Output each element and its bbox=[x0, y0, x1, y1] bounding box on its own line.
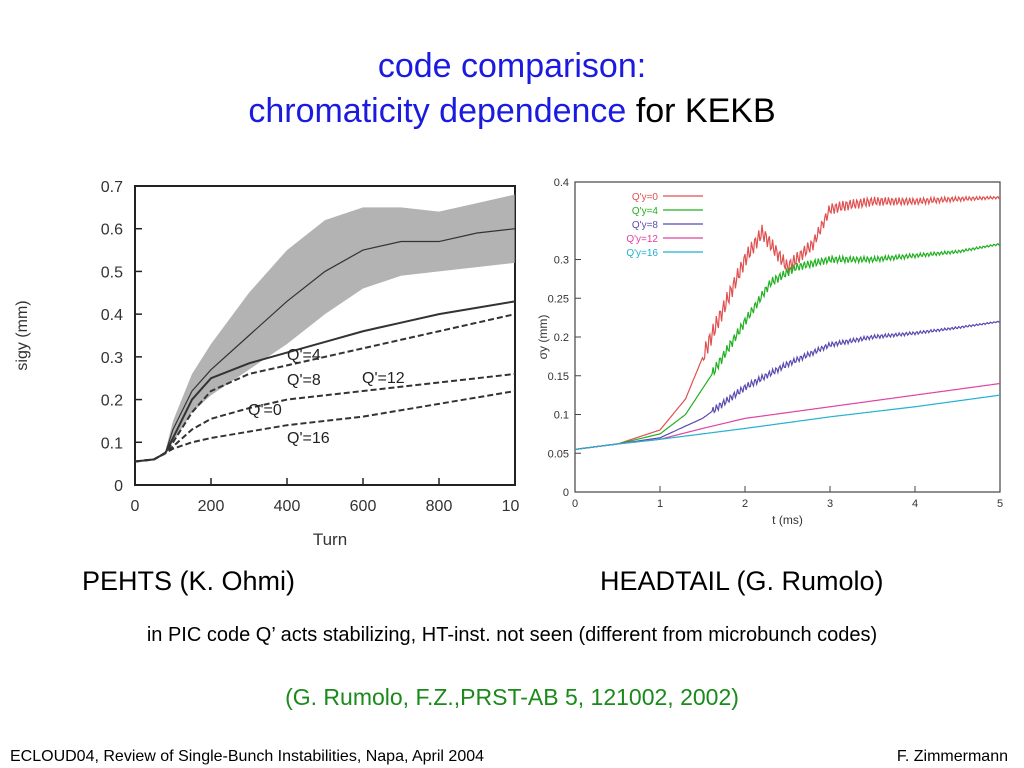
y-tick-label: 0 bbox=[114, 478, 123, 495]
legend-label: Q'y=8 bbox=[632, 220, 659, 231]
x-axis-label: t (ms) bbox=[772, 513, 803, 527]
footer-left: ECLOUD04, Review of Single-Bunch Instabi… bbox=[10, 748, 485, 765]
y-tick-label: 0.2 bbox=[101, 393, 123, 410]
x-tick-label: 1 bbox=[657, 498, 663, 510]
series-line bbox=[574, 394, 1001, 450]
x-tick-label: 400 bbox=[274, 498, 301, 515]
curve-label: Q'=0 bbox=[248, 402, 282, 419]
y-tick-label: 0.3 bbox=[101, 350, 123, 367]
y-tick-label: 0.15 bbox=[548, 371, 569, 383]
x-tick-label: 5 bbox=[997, 498, 1003, 510]
curve-label: Q'=12 bbox=[362, 370, 405, 387]
curve-label: Q'=8 bbox=[287, 372, 321, 389]
title-highlight: chromaticity dependence bbox=[248, 92, 627, 130]
x-tick-label: 4 bbox=[912, 498, 918, 510]
series-line bbox=[134, 372, 516, 463]
footer-right: F. Zimmermann bbox=[896, 748, 1008, 765]
pehts-chart: 0 0.1 0.2 0.3 0.4 0.5 0.6 0.7 0 200 400 600 800 100 Tu… bbox=[14, 179, 520, 549]
y-tick-label: 0.2 bbox=[554, 332, 569, 344]
x-tick-label: 3 bbox=[827, 498, 833, 510]
series-line bbox=[574, 194, 1001, 450]
legend-label: Q'y=0 bbox=[632, 192, 659, 203]
slide-title-line2: chromaticity dependence for KEKB bbox=[0, 89, 1024, 133]
comment-note: in PIC code Q’ acts stabilizing, HT-inst… bbox=[146, 624, 878, 646]
series-line bbox=[134, 390, 516, 463]
x-tick-label: 100 bbox=[502, 498, 520, 515]
curve-label: Q'=16 bbox=[287, 430, 330, 447]
x-tick-label: 0 bbox=[131, 498, 140, 515]
y-tick-label: 0.5 bbox=[101, 264, 123, 281]
caption-left: PEHTS (K. Ohmi) bbox=[82, 566, 296, 596]
legend-label: Q'y=12 bbox=[626, 234, 658, 245]
y-tick-label: 0 bbox=[563, 487, 569, 499]
series-line bbox=[574, 242, 1001, 450]
x-tick-label: 600 bbox=[350, 498, 377, 515]
headtail-chart: 0 0.05 0.1 0.15 0.2 0.25 0.3 0.4 0 1 2 3 4 5 t (ms) σy … bbox=[536, 177, 1003, 527]
curve-label: Q'=4 bbox=[287, 347, 321, 364]
caption-right: HEADTAIL (G. Rumolo) bbox=[600, 566, 884, 596]
y-tick-label: 0.7 bbox=[101, 179, 123, 196]
q0-oscillation-band bbox=[135, 194, 515, 462]
y-axis-label: σy (mm) bbox=[536, 315, 550, 360]
y-tick-label: 0.3 bbox=[554, 255, 569, 267]
x-tick-label: 0 bbox=[572, 498, 578, 510]
y-tick-label: 0.1 bbox=[101, 435, 123, 452]
series-line bbox=[134, 300, 516, 463]
citation: (G. Rumolo, F.Z.,PRST-AB 5, 121002, 2002… bbox=[285, 684, 739, 710]
x-axis-label: Turn bbox=[313, 530, 347, 549]
series-line bbox=[574, 320, 1001, 450]
y-tick-label: 0.05 bbox=[548, 448, 569, 460]
y-tick-label: 0.6 bbox=[101, 222, 123, 239]
y-tick-label: 0.25 bbox=[548, 293, 569, 305]
x-tick-label: 200 bbox=[198, 498, 225, 515]
slide-title-line1: code comparison: bbox=[377, 47, 647, 85]
legend-label: Q'y=16 bbox=[626, 248, 658, 259]
y-tick-label: 0.4 bbox=[101, 307, 123, 324]
x-tick-label: 800 bbox=[426, 498, 453, 515]
y-tick-label: 0.4 bbox=[554, 177, 569, 189]
x-tick-label: 2 bbox=[742, 498, 748, 510]
y-axis-label: sigy (mm) bbox=[14, 300, 31, 370]
y-tick-label: 0.1 bbox=[554, 410, 569, 422]
title-rest: for KEKB bbox=[635, 92, 776, 130]
legend-label: Q'y=4 bbox=[632, 206, 659, 217]
